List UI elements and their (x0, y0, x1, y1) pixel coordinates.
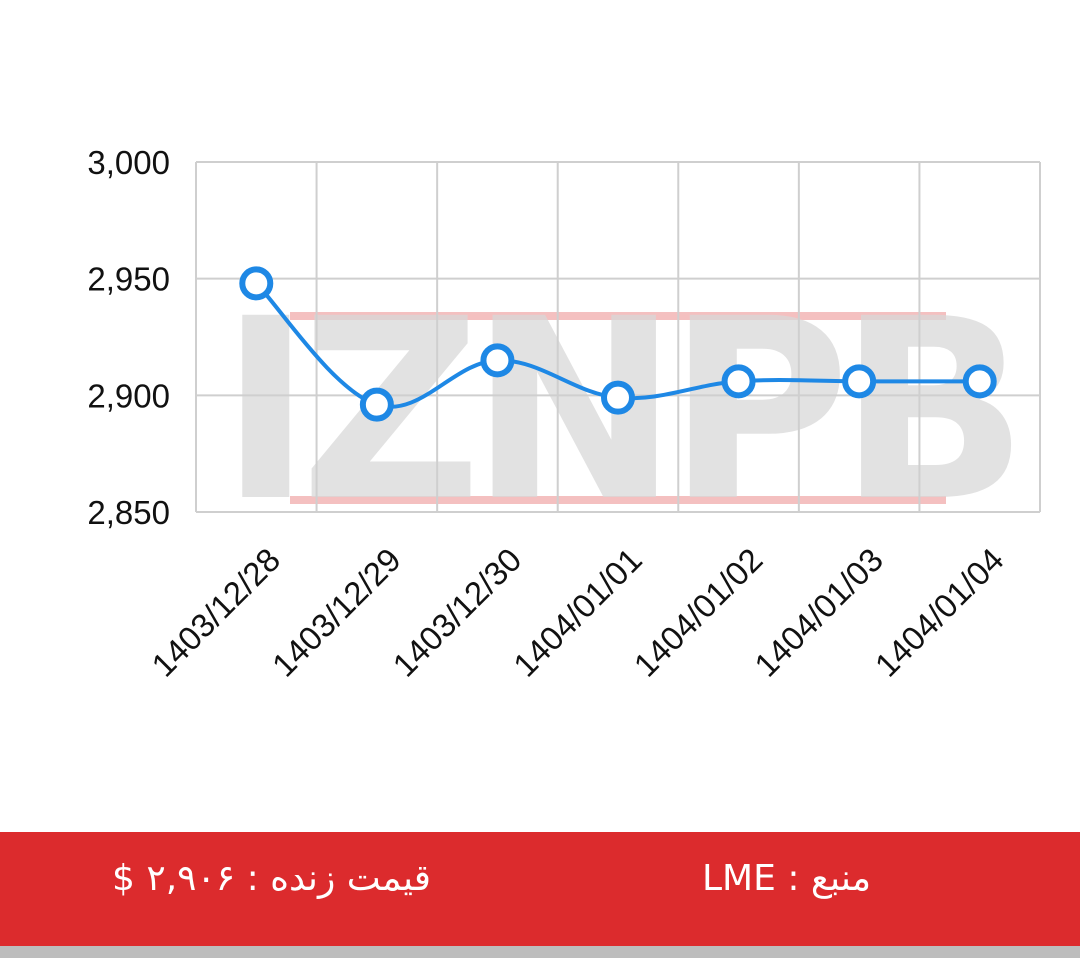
data-point (842, 364, 877, 399)
data-point (962, 364, 997, 399)
x-tick-label: 1403/12/30 (385, 541, 528, 684)
y-axis-ticks: 3,000 2,950 2,900 2,850 (87, 144, 170, 531)
data-point (239, 266, 274, 301)
source-label: منبع : LME (702, 858, 872, 899)
data-point (721, 364, 756, 399)
x-axis-ticks: 1403/12/281403/12/291403/12/301404/01/01… (144, 541, 1010, 684)
x-tick-label: 1404/01/01 (506, 541, 649, 684)
data-point (480, 343, 515, 378)
data-point (359, 387, 394, 422)
x-tick-label: 1404/01/03 (747, 541, 890, 684)
y-tick-label: 2,900 (87, 377, 170, 414)
y-tick-label: 2,950 (87, 261, 170, 298)
series-points (239, 266, 997, 422)
x-tick-label: 1404/01/04 (868, 541, 1011, 684)
y-tick-label: 3,000 (87, 144, 170, 181)
y-tick-label: 2,850 (87, 494, 170, 531)
x-tick-label: 1403/12/28 (144, 541, 287, 684)
footer-bottom-strip (0, 946, 1080, 958)
live-price-label: قیمت زنده : ۲,۹۰۶ $ (112, 858, 432, 899)
x-tick-label: 1403/12/29 (265, 541, 408, 684)
x-tick-label: 1404/01/02 (627, 541, 770, 684)
chart-grid (195, 161, 1041, 513)
footer-bar (0, 832, 1080, 946)
data-point (601, 380, 635, 415)
